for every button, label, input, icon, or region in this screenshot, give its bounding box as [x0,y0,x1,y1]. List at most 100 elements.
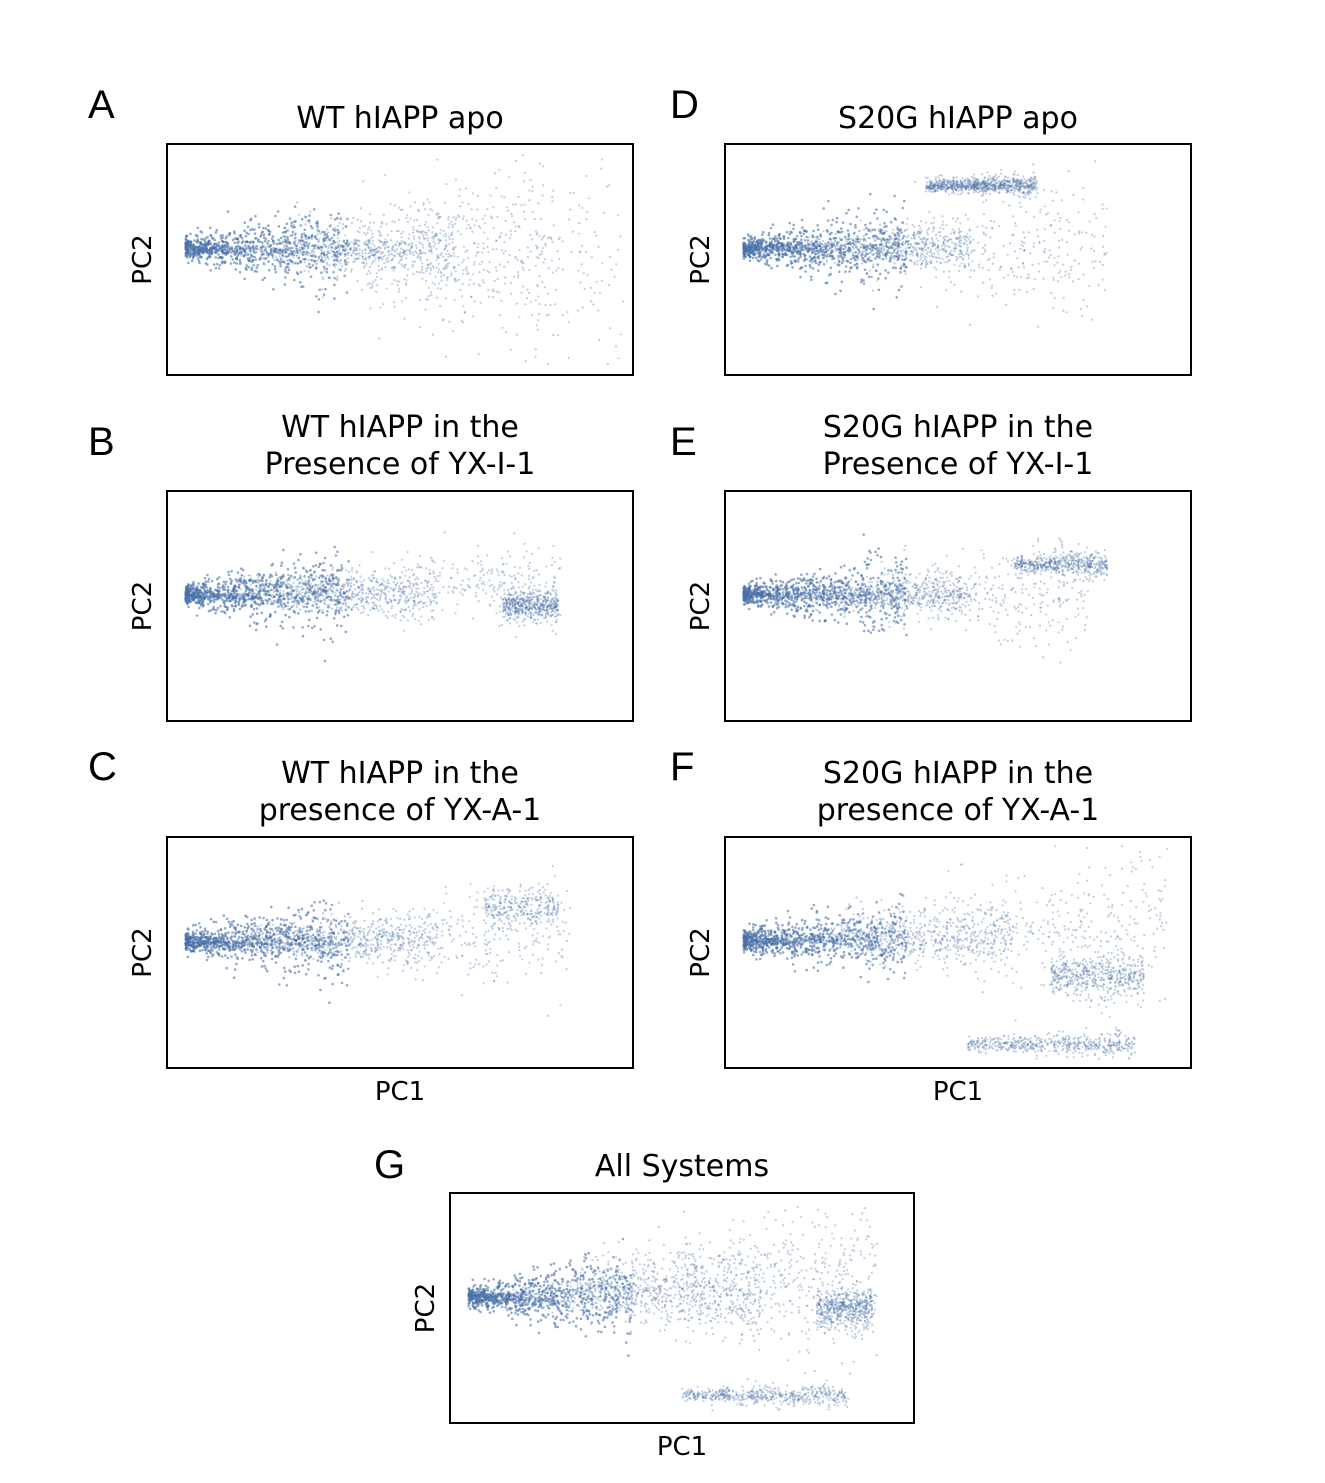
data-point [210,579,214,583]
data-point [325,613,329,617]
data-point [192,586,195,589]
data-point [294,251,297,254]
data-point [546,596,550,599]
data-point [437,217,440,220]
data-point [473,242,476,245]
data-point [435,595,438,598]
data-point [320,599,323,603]
data-point [373,253,376,256]
data-point [540,608,543,611]
data-point [336,250,339,253]
data-point [245,581,248,585]
scatter-points [184,154,625,366]
y-axis-label: PC2 [128,234,158,284]
data-point [235,579,239,583]
data-point [403,264,406,267]
data-point [229,582,233,586]
data-point [397,932,400,935]
data-point [515,616,518,619]
data-point [466,257,469,260]
data-point [522,597,525,601]
data-point [323,659,327,663]
data-point [550,259,553,262]
data-point [430,556,433,559]
data-point [348,933,351,936]
data-point [539,621,542,624]
data-point [442,255,445,258]
data-point [518,599,521,602]
data-point [351,927,354,931]
data-point [394,613,397,616]
data-point [214,612,217,615]
data-point [233,241,237,244]
data-point [315,594,318,597]
data-point [286,229,289,232]
data-point [470,295,473,298]
data-point [553,600,556,603]
data-point [467,585,470,588]
data-point [436,158,439,161]
data-point [372,607,375,610]
data-point [315,602,318,606]
data-point [347,590,350,593]
data-point [349,588,352,592]
data-point [307,219,311,222]
data-point [314,551,318,555]
scatter-points [184,864,571,1018]
data-point [348,242,351,245]
data-point [313,598,316,601]
data-point [381,244,384,247]
panel-title-line: WT hIAPP apo [296,101,503,136]
data-point [531,621,535,624]
data-point [432,572,435,575]
data-point [467,272,470,275]
data-point [439,239,442,242]
data-point [504,612,508,616]
data-point [287,598,290,601]
data-point [322,595,325,598]
data-point [324,586,328,589]
data-point [559,614,562,617]
data-point [508,598,511,601]
data-point [404,297,407,300]
data-point [337,244,340,247]
data-point [369,591,372,594]
data-point [327,276,331,280]
data-point [518,613,521,616]
data-point [421,246,424,249]
data-point [589,286,593,289]
data-point [346,239,349,243]
data-point [414,961,417,964]
data-point [535,233,538,236]
data-point [443,259,446,262]
data-point [322,584,325,587]
data-point [454,245,457,249]
data-point [439,270,442,273]
data-point [335,598,338,602]
data-point [284,276,287,279]
data-point [189,232,192,236]
data-point [501,326,504,329]
data-point [389,957,393,961]
data-point [420,581,423,585]
data-point [516,616,519,619]
data-point [554,596,557,599]
data-point [513,565,517,569]
data-point [337,268,340,271]
data-point [215,262,219,266]
data-point [529,615,532,618]
data-point [414,250,417,253]
data-point [308,242,311,245]
data-point [290,221,294,224]
data-point [248,588,252,592]
data-point [310,251,313,254]
data-point [230,569,233,573]
data-point [384,592,387,595]
data-point [283,935,286,938]
data-point [506,598,509,602]
data-point [549,600,552,603]
data-point [381,590,384,594]
data-point [429,261,432,265]
data-point [445,259,448,262]
data-point [250,603,253,607]
